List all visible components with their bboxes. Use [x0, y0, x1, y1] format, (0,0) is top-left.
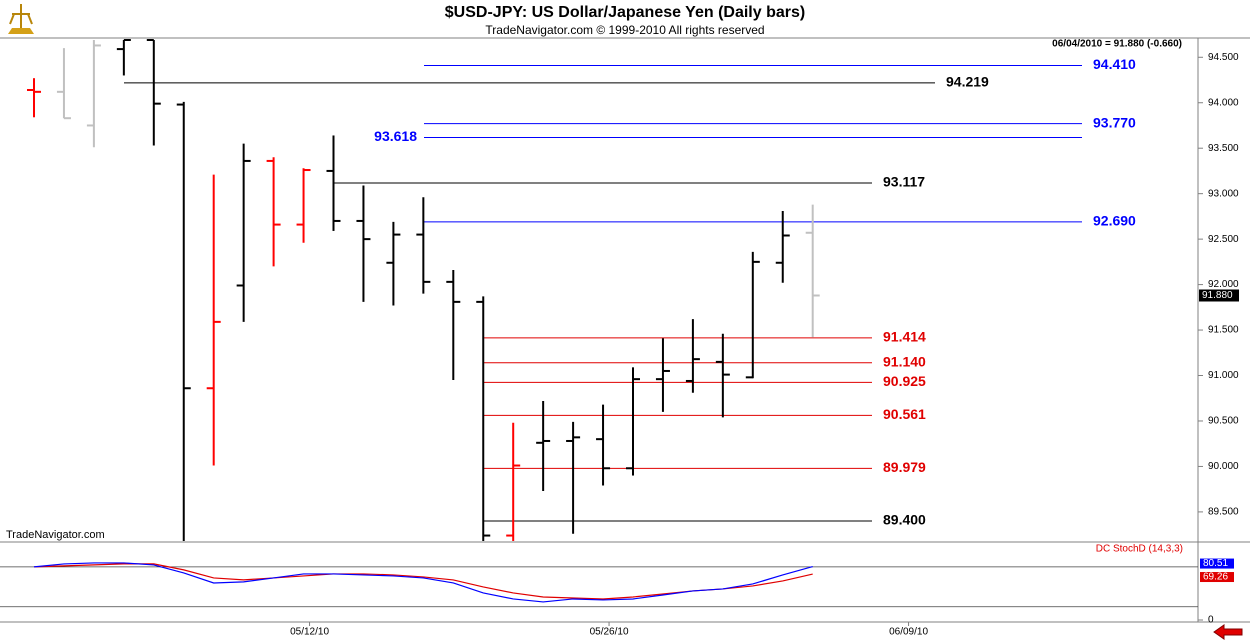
level-label: 91.140: [883, 353, 926, 369]
y-tick-label: 92.000: [1208, 279, 1239, 290]
x-tick-label: 05/12/10: [290, 627, 329, 638]
level-label: 93.770: [1093, 114, 1136, 130]
y-tick-label: 93.000: [1208, 188, 1239, 199]
level-label: 94.219: [946, 74, 989, 90]
y-tick-label: 90.500: [1208, 416, 1239, 427]
y-tick-label: 91.500: [1208, 325, 1239, 336]
indicator-title: DC StochD (14,3,3): [1096, 544, 1183, 555]
level-label: 90.561: [883, 406, 926, 422]
level-label: 90.925: [883, 373, 926, 389]
logo: [8, 4, 34, 34]
y-tick-label: 90.000: [1208, 461, 1239, 472]
scroll-arrow[interactable]: [1213, 624, 1243, 640]
level-label: 89.979: [883, 459, 926, 475]
value-label: 69.26: [1203, 572, 1228, 583]
y-tick-label: 94.000: [1208, 97, 1239, 108]
y-tick-label: 89.500: [1208, 507, 1239, 518]
y-tick-label: 91.000: [1208, 370, 1239, 381]
level-label: 92.690: [1093, 213, 1136, 229]
y-tick-label: 0: [1208, 615, 1214, 626]
chart-title: $USD-JPY: US Dollar/Japanese Yen (Daily …: [445, 4, 805, 21]
x-tick-label: 05/26/10: [590, 627, 629, 638]
x-tick-label: 06/09/10: [889, 627, 928, 638]
y-tick-label: 93.500: [1208, 143, 1239, 154]
level-label: 94.410: [1093, 56, 1136, 72]
level-label: 89.400: [883, 512, 926, 528]
level-label: 93.618: [374, 128, 417, 144]
value-box: [1200, 572, 1234, 583]
y-tick-label: 92.500: [1208, 234, 1239, 245]
stoch-line: [33, 562, 813, 603]
value-box: [1200, 558, 1234, 569]
last-price-box: [1199, 289, 1239, 302]
level-label: 91.414: [883, 329, 926, 345]
last-price-label: 91.880: [1202, 290, 1233, 301]
value-label: 80.51: [1203, 558, 1228, 569]
watermark: TradeNavigator.com: [6, 529, 105, 541]
y-tick-label: 94.500: [1208, 52, 1239, 63]
price-info: 06/04/2010 = 91.880 (-0.660): [1052, 39, 1182, 50]
level-label: 93.117: [883, 174, 925, 190]
chart-subtitle: TradeNavigator.com © 1999-2010 All right…: [485, 23, 764, 37]
